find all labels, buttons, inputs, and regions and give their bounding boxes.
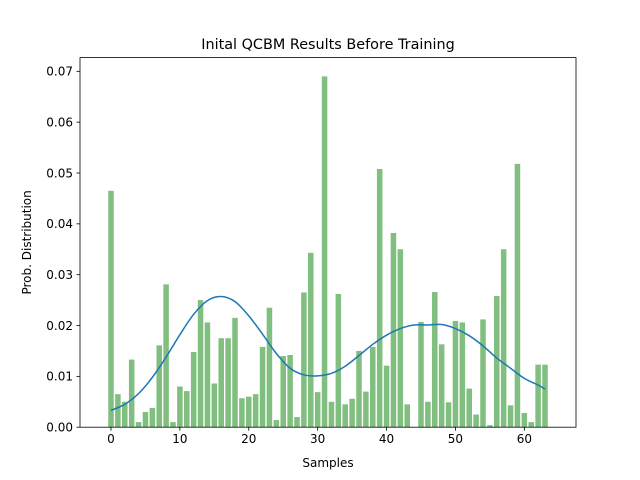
bar xyxy=(480,319,486,428)
x-tick-label: 60 xyxy=(517,432,532,446)
bar xyxy=(225,338,231,428)
bar xyxy=(528,422,534,428)
x-tick-label: 10 xyxy=(172,432,187,446)
bar xyxy=(383,365,390,428)
x-axis-label: Samples xyxy=(302,456,353,470)
bar xyxy=(204,322,211,428)
chart-title: Inital QCBM Results Before Training xyxy=(201,37,455,53)
bar xyxy=(404,404,410,428)
axes-frame xyxy=(79,57,577,428)
bar xyxy=(356,350,362,428)
x-tick-label: 50 xyxy=(448,432,463,446)
y-tick-label: 0.04 xyxy=(46,217,73,231)
bar xyxy=(452,320,459,428)
x-tick-label: 30 xyxy=(310,432,325,446)
bar xyxy=(170,422,176,428)
bar xyxy=(376,168,383,428)
bar xyxy=(390,232,397,428)
bar xyxy=(487,425,493,428)
bar xyxy=(397,249,404,428)
bar xyxy=(308,252,314,428)
y-axis-ticks: 0.00 0.01 0.02 0.03 0.04 0.05 0.06 0.07 xyxy=(46,65,80,435)
bar xyxy=(507,405,514,428)
bar xyxy=(246,396,252,428)
bar xyxy=(494,296,500,428)
bar xyxy=(445,402,452,428)
bar xyxy=(294,417,300,428)
bar xyxy=(459,322,466,428)
bar xyxy=(142,411,149,428)
bar xyxy=(314,392,321,428)
bar xyxy=(466,388,472,428)
bar xyxy=(438,344,445,428)
bar xyxy=(259,346,266,428)
bar xyxy=(177,386,183,428)
bar xyxy=(521,412,528,428)
y-tick-label: 0.03 xyxy=(46,268,73,282)
y-axis-label: Prob. Distribution xyxy=(20,190,34,294)
bar xyxy=(418,321,424,428)
bar xyxy=(108,190,114,428)
bar xyxy=(184,391,190,428)
bar xyxy=(363,391,369,428)
bar xyxy=(266,307,273,428)
bar xyxy=(535,364,541,428)
fit-curve-line xyxy=(110,295,546,412)
bar xyxy=(370,346,376,428)
bar xyxy=(328,401,335,428)
bar xyxy=(432,291,438,428)
bars-group xyxy=(108,76,548,428)
bar xyxy=(542,364,548,428)
bar xyxy=(149,407,156,428)
bar xyxy=(122,401,128,428)
bar xyxy=(500,249,507,428)
bar xyxy=(239,398,245,428)
bar xyxy=(211,383,218,428)
bar xyxy=(115,394,121,428)
x-tick-label: 40 xyxy=(379,432,394,446)
bar xyxy=(190,351,197,428)
bar xyxy=(273,420,280,428)
bar xyxy=(252,394,259,428)
y-tick-label: 0.06 xyxy=(46,115,73,129)
bar xyxy=(287,355,293,428)
x-tick-label: 20 xyxy=(241,432,256,446)
y-tick-label: 0.07 xyxy=(46,65,73,79)
bar xyxy=(514,163,521,428)
bar xyxy=(280,356,286,428)
x-axis-ticks: 0 10 20 30 40 50 60 xyxy=(107,427,532,446)
bar xyxy=(156,345,162,428)
bar xyxy=(425,401,431,428)
bar xyxy=(128,359,135,428)
bar xyxy=(232,317,238,428)
bar xyxy=(473,414,479,428)
bar xyxy=(349,398,355,428)
bar xyxy=(301,292,307,428)
bar xyxy=(342,404,348,428)
x-tick-label: 0 xyxy=(107,432,115,446)
bar xyxy=(218,338,224,428)
bar xyxy=(321,76,328,428)
y-tick-label: 0.05 xyxy=(46,166,73,180)
y-tick-label: 0.02 xyxy=(46,319,73,333)
bar xyxy=(335,294,342,428)
bar xyxy=(197,300,204,428)
y-tick-label: 0.00 xyxy=(46,421,73,435)
bar xyxy=(135,422,142,428)
y-tick-label: 0.01 xyxy=(46,370,73,384)
